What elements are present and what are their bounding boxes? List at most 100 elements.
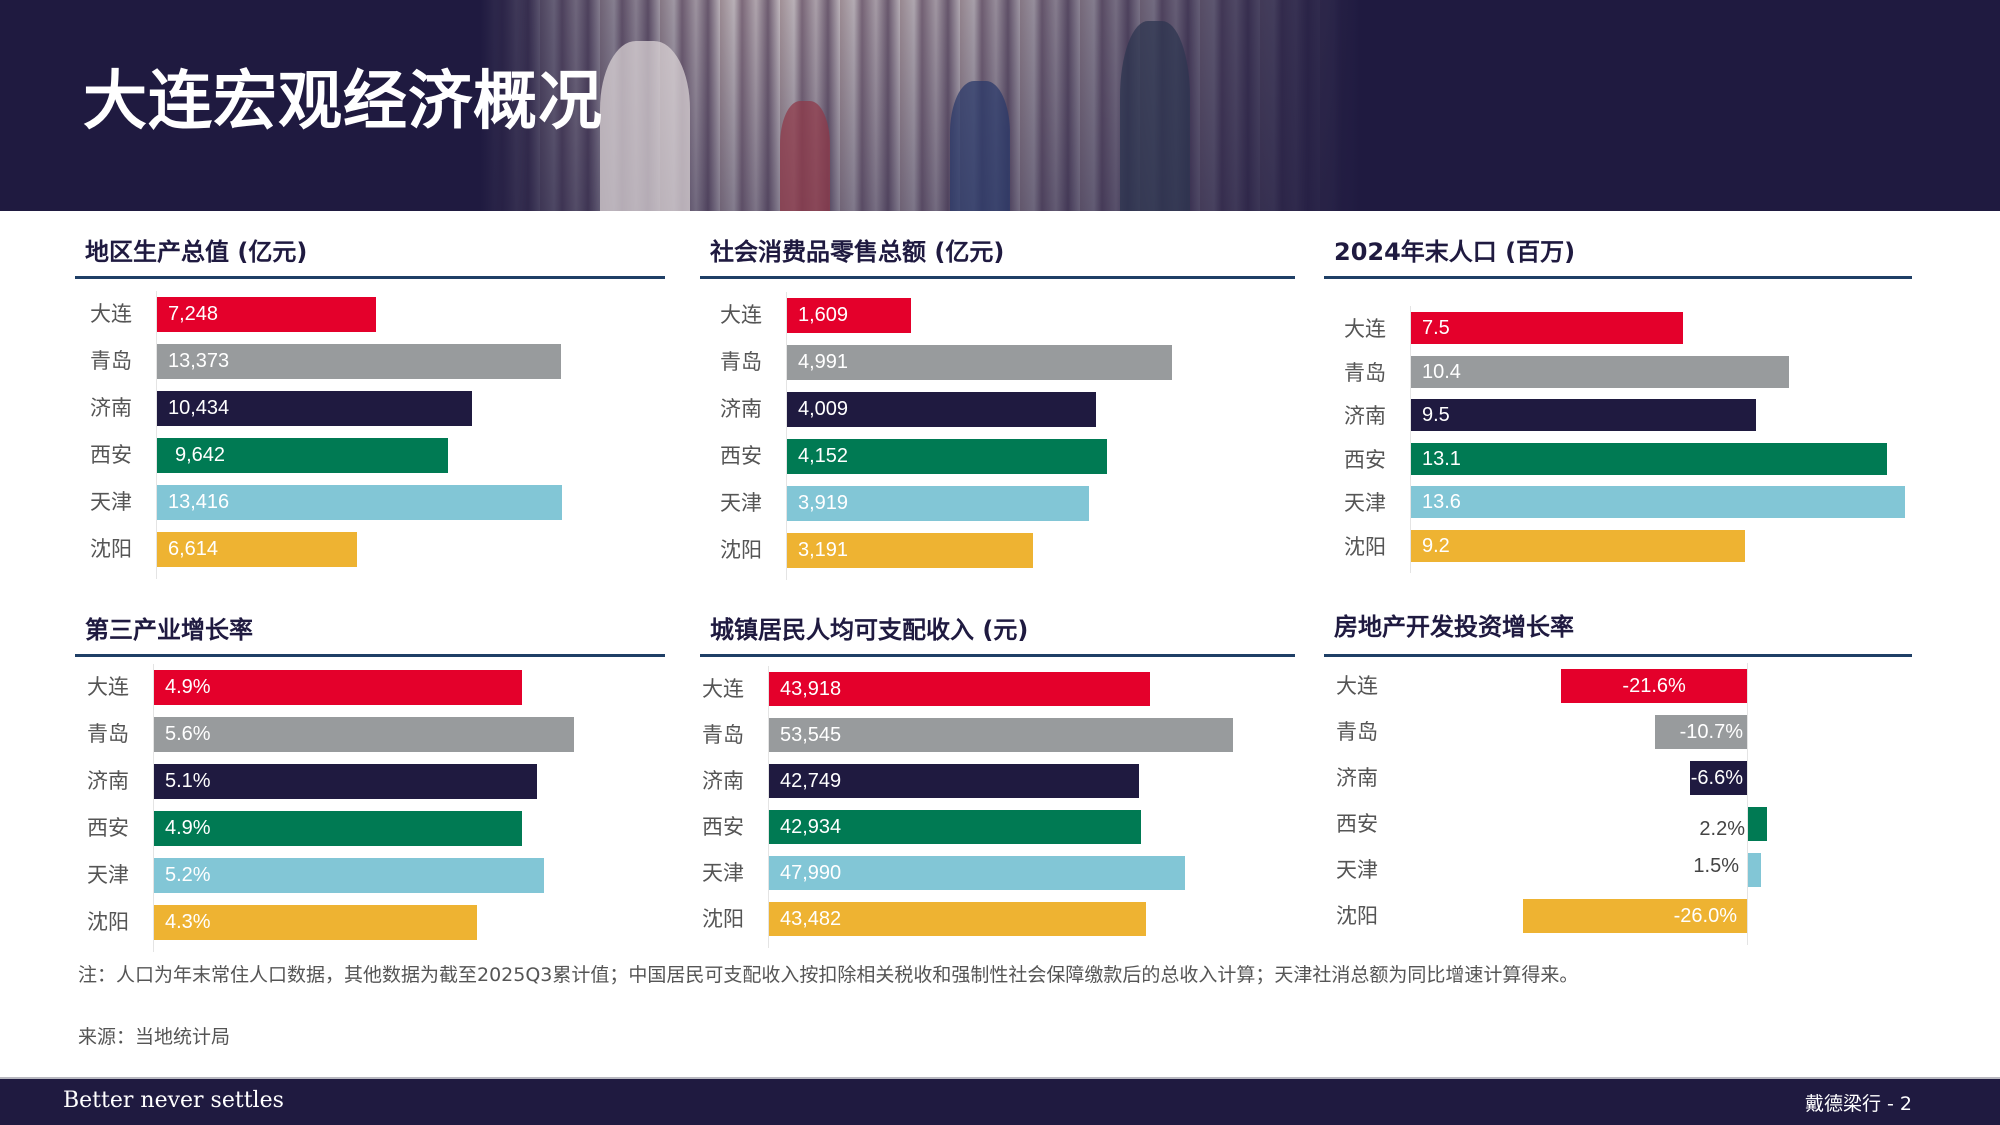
chart-axis [1747,663,1748,945]
bar [769,902,1146,936]
bar-value-label: -21.6% [1622,675,1686,697]
footer-bar: Better never settles 戴德梁行 - 2 [0,1077,2000,1125]
bar-value-label: 2.2% [1699,818,1745,840]
bar-value-label: 4.9% [165,817,211,839]
bar [157,532,357,567]
bar [157,438,449,473]
bar [769,672,1150,706]
bar [787,298,912,333]
category-label: 沈阳 [90,537,132,561]
bar-value-label: 4.3% [165,911,211,933]
title-underline [700,654,1295,657]
bar [787,533,1034,568]
bar-value-label: 47,990 [780,862,842,884]
title-underline [75,654,665,657]
bar [1411,529,1746,562]
category-label: 大连 [90,302,132,326]
footnote: 注：人口为年末常住人口数据，其他数据为截至2025Q3累计值；中国居民可支配收入… [78,964,1579,986]
header-banner: 大连宏观经济概况 [0,0,2000,211]
category-label: 大连 [1336,674,1378,698]
bar [154,670,522,705]
chart-title: 社会消费品零售总额 (亿元) [710,238,1005,266]
bar-value-label: 3,919 [798,492,849,514]
bar-value-label: 5.6% [165,723,211,745]
category-label: 西安 [702,815,744,839]
bar [769,856,1185,890]
disposable-income-chart: 城镇居民人均可支配收入 (元) 大连 43,918 青岛 53,545 济南 42,749 西… [700,615,1295,948]
category-label: 青岛 [90,349,132,373]
bar-value-label: 1,609 [798,304,849,326]
category-label: 西安 [87,816,129,840]
bar [157,391,472,426]
bar [1523,899,1747,933]
bar [1411,399,1757,431]
category-label: 沈阳 [720,538,762,562]
bar [154,905,477,940]
category-label: 济南 [87,769,129,793]
category-label: 济南 [1344,404,1386,428]
chart-axis [153,664,154,952]
bar-value-label: 4,152 [798,445,849,467]
population-chart: 2024年末人口 (百万) 大连 7.5 青岛 10.4 济南 9.5 西安 13.1 天津 13.… [1324,237,1912,573]
bar-value-label: 5.2% [165,864,211,886]
bar [154,858,544,893]
bar-value-label: 4.9% [165,676,211,698]
bar-value-label: 43,918 [780,678,842,700]
category-label: 西安 [1336,812,1378,836]
category-label: 沈阳 [1336,904,1378,928]
bar [1411,312,1684,344]
bar [787,392,1097,427]
category-label: 沈阳 [87,910,129,934]
category-label: 沈阳 [1344,534,1386,559]
chart-axis [1410,306,1411,573]
category-label: 西安 [1344,447,1386,472]
bar [787,486,1090,521]
bar-value-label: 42,749 [780,770,842,792]
bar [1411,442,1887,475]
bar-value-label: 13.6 [1422,491,1461,513]
bar-value-label: 53,545 [780,724,842,746]
bar [157,344,561,379]
category-label: 济南 [1336,766,1378,790]
category-label: 天津 [1336,858,1378,882]
bar-value-label: 9.2 [1422,534,1450,557]
bar [1654,715,1747,749]
bar-value-label: -26.0% [1673,905,1737,927]
bar-value-label: 13.1 [1422,447,1461,470]
bar-value-label: 7,248 [168,303,219,325]
title-underline [1324,654,1912,657]
chart-title: 第三产业增长率 [85,616,253,644]
source-note: 来源：当地统计局 [78,1026,231,1048]
bar [157,485,562,520]
category-label: 青岛 [720,350,762,374]
bar-value-label: -6.6% [1690,767,1743,789]
bar-value-label: 6,614 [168,538,219,560]
category-label: 天津 [720,491,762,515]
category-label: 西安 [720,444,762,468]
bar [1748,853,1761,887]
category-label: 济南 [720,397,762,421]
bar-value-label: 42,934 [780,816,842,838]
photo-figure [950,81,1010,211]
bar-value-label: 3,191 [798,539,849,561]
photo-figure [780,101,830,211]
bar [154,717,574,752]
category-label: 济南 [702,769,744,793]
bar-value-label: 13,416 [168,491,230,513]
title-underline [75,276,665,279]
chart-axis [786,292,787,580]
bar-value-label: 10,434 [168,397,230,419]
bar [769,718,1233,752]
bar-value-label: 9.5 [1422,404,1450,426]
bar-value-label: 1.5% [1693,855,1739,877]
bar [769,764,1140,798]
category-label: 天津 [87,863,129,887]
bar-value-label: 4,009 [798,398,849,420]
category-label: 青岛 [702,723,744,747]
chart-title: 城镇居民人均可支配收入 (元) [710,616,1029,644]
category-label: 沈阳 [702,907,744,931]
gdp-chart: 地区生产总值 (亿元) 大连 7,248 青岛 13,373 济南 10,434 西安 9,64… [75,237,665,579]
photo-figure [600,41,690,211]
category-label: 天津 [1344,491,1386,515]
tertiary-growth-chart: 第三产业增长率 大连 4.9% 青岛 5.6% 济南 5.1% 西安 4.9% 天津 5.2% 沈阳 4… [75,615,665,952]
